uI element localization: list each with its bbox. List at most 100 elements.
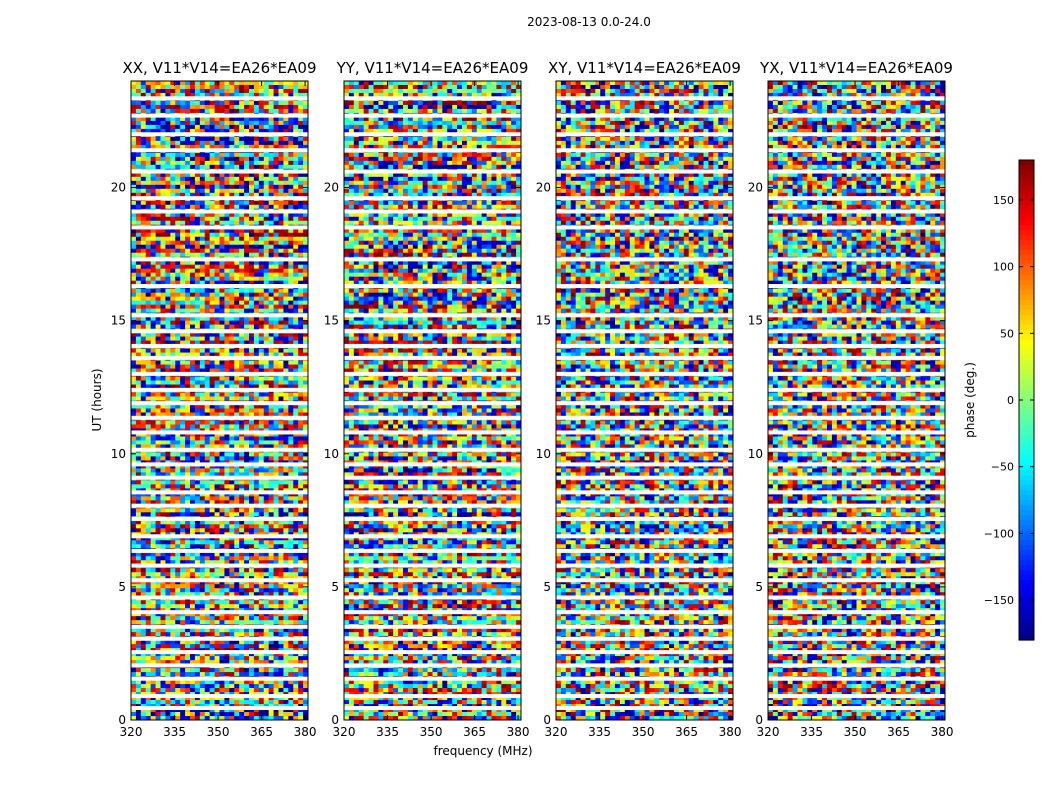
heatmap-cell [283,81,288,85]
heatmap-cell [165,125,170,129]
heatmap-cell [229,293,234,297]
heatmap-cell [269,165,274,169]
heatmap-cell [200,337,205,341]
heatmap-cell [161,512,166,516]
heatmap-cell [131,189,136,193]
heatmap-cell [283,381,288,385]
heatmap-cell [274,424,279,428]
heatmap-cell [229,177,234,181]
heatmap-cell [156,245,161,249]
heatmap-cell [229,325,234,329]
heatmap-cell [205,153,210,157]
heatmap-cell [220,456,225,460]
heatmap-cell [185,556,190,560]
heatmap-cell [131,572,136,576]
heatmap-cell [136,293,141,297]
heatmap-cell [175,393,180,397]
heatmap-cell [161,109,166,113]
heatmap-cell [224,528,229,532]
heatmap-cell [175,237,180,241]
heatmap-cell [239,572,244,576]
heatmap-cell [175,137,180,141]
heatmap-cell [259,221,264,225]
heatmap-cell [175,273,180,277]
heatmap-cell [205,337,210,341]
heatmap-cell [141,588,146,592]
heatmap-cell [131,181,136,185]
heatmap-cell [274,245,279,249]
heatmap-cell [195,245,200,249]
heatmap-cell [239,253,244,257]
heatmap-cell [239,604,244,608]
heatmap-cell [279,436,284,440]
heatmap-cell [175,233,180,237]
heatmap-cell [190,177,195,181]
heatmap-cell [210,125,215,129]
heatmap-cell [288,85,293,89]
heatmap-cell [180,321,185,325]
heatmap-cell [190,221,195,225]
heatmap-cell [151,381,156,385]
heatmap-cell [200,297,205,301]
heatmap-cell [283,365,288,369]
heatmap-cell [274,365,279,369]
heatmap-cell [151,632,156,636]
heatmap-cell [190,89,195,93]
heatmap-cell [146,205,151,209]
heatmap-cell [136,361,141,365]
heatmap-cell [293,484,298,488]
heatmap-cell [165,572,170,576]
heatmap-cell [131,600,136,604]
heatmap-cell [259,528,264,532]
heatmap-cell [239,377,244,381]
heatmap-cell [298,177,303,181]
heatmap-cell [220,528,225,532]
heatmap-cell [180,572,185,576]
heatmap-cell [274,293,279,297]
heatmap-cell [298,604,303,608]
heatmap-cell [185,253,190,257]
heatmap-cell [131,309,136,313]
heatmap-cell [136,177,141,181]
heatmap-cell [229,484,234,488]
heatmap-cell [205,604,210,608]
heatmap-cell [136,109,141,113]
heatmap-cell [264,253,269,257]
heatmap-cell [195,325,200,329]
heatmap-cell [151,165,156,169]
heatmap-cell [249,377,254,381]
heatmap-cell [259,365,264,369]
heatmap-cell [215,616,220,620]
heatmap-cell [205,468,210,472]
heatmap-cell [200,253,205,257]
heatmap-cell [151,137,156,141]
heatmap-cell [195,484,200,488]
heatmap-cell [293,568,298,572]
heatmap-cell [180,508,185,512]
heatmap-cell [200,153,205,157]
heatmap-cell [161,337,166,341]
heatmap-cell [180,181,185,185]
heatmap-cell [141,620,146,624]
heatmap-cell [244,153,249,157]
heatmap-cell [239,233,244,237]
heatmap-cell [136,568,141,572]
heatmap-cell [283,253,288,257]
heatmap-cell [220,377,225,381]
heatmap-cell [293,161,298,165]
heatmap-cell [200,508,205,512]
heatmap-cell [298,544,303,548]
heatmap-cell [175,452,180,456]
heatmap-cell [210,572,215,576]
heatmap-cell [131,101,136,105]
heatmap-cell [195,408,200,412]
heatmap-cell [244,528,249,532]
heatmap-cell [175,456,180,460]
heatmap-cell [254,456,259,460]
heatmap-cell [283,181,288,185]
heatmap-cell [146,408,151,412]
heatmap-cell [200,452,205,456]
heatmap-cell [141,101,146,105]
heatmap-cell [283,289,288,293]
